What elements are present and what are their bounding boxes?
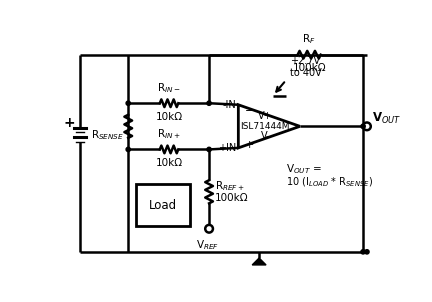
Circle shape <box>365 250 369 254</box>
Circle shape <box>126 147 130 152</box>
Text: 10kΩ: 10kΩ <box>156 158 183 168</box>
Text: 10kΩ: 10kΩ <box>156 112 183 122</box>
Text: +2.7V
to 40V: +2.7V to 40V <box>290 56 322 78</box>
FancyBboxPatch shape <box>136 184 190 226</box>
Text: 100kΩ: 100kΩ <box>215 193 249 203</box>
Text: V$_{REF}$: V$_{REF}$ <box>196 238 219 252</box>
Text: R$_{IN+}$: R$_{IN+}$ <box>157 127 181 141</box>
Text: V$_{OUT}$: V$_{OUT}$ <box>372 111 401 126</box>
Text: V+: V+ <box>258 111 273 121</box>
Text: +: + <box>63 116 75 130</box>
Circle shape <box>126 101 130 105</box>
Polygon shape <box>252 258 266 265</box>
Text: 10 (I$_{LOAD}$ * R$_{SENSE}$): 10 (I$_{LOAD}$ * R$_{SENSE}$) <box>286 176 373 189</box>
Text: Load: Load <box>149 199 177 212</box>
Text: -IN: -IN <box>222 100 236 110</box>
Text: 100kΩ: 100kΩ <box>292 63 326 73</box>
Text: R$_{REF+}$: R$_{REF+}$ <box>215 179 245 192</box>
Text: $-$: $-$ <box>245 104 254 114</box>
Text: R$_F$: R$_F$ <box>302 32 316 46</box>
Text: V-: V- <box>260 131 270 141</box>
Text: V$_{OUT}$ =: V$_{OUT}$ = <box>286 162 322 175</box>
Text: R$_{SENSE}$: R$_{SENSE}$ <box>91 128 124 142</box>
Text: ISL71444M: ISL71444M <box>241 122 290 131</box>
Text: R$_{IN-}$: R$_{IN-}$ <box>157 81 181 95</box>
Text: $+$: $+$ <box>245 139 254 149</box>
Circle shape <box>207 147 211 152</box>
Text: +IN: +IN <box>218 143 236 153</box>
Circle shape <box>361 250 365 254</box>
Circle shape <box>361 124 365 128</box>
Circle shape <box>207 101 211 105</box>
